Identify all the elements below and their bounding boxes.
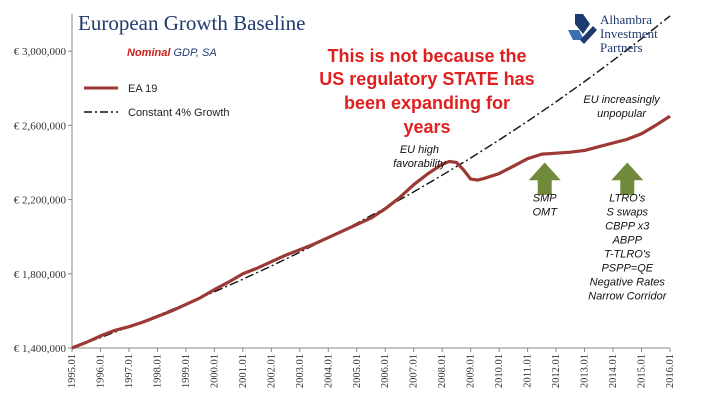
series-line-ea-19 — [71, 114, 671, 350]
annotation-line: favorability — [393, 158, 447, 170]
x-tick-label: 2014.01 — [608, 354, 619, 388]
x-tick-label: 2001.01 — [238, 354, 249, 388]
annotation-line: PSPP=QE — [601, 262, 653, 274]
x-tick-label: 2012.01 — [551, 354, 562, 388]
annotation-line: EU increasingly — [583, 94, 661, 106]
x-tick-label: 2015.01 — [637, 354, 648, 388]
subtitle-emph: Nominal — [127, 47, 171, 59]
annotation-text: SMP OMT — [532, 192, 558, 218]
x-tick-label: 1999.01 — [181, 354, 192, 388]
x-tick-label: 2003.01 — [295, 354, 306, 388]
tick-labels: € 1,400,000 € 1,800,000 € 2,200,000 € 2,600… — [14, 46, 676, 388]
x-tick-label: 2006.01 — [380, 354, 391, 388]
annotation-text: LTRO's S swaps CBPP x3 ABPP T-TLRO's PSPP=QE N… — [588, 192, 668, 302]
series-lines — [71, 15, 671, 350]
logo-emblem-icon — [575, 14, 590, 34]
up-arrow-icon — [611, 162, 644, 195]
x-tick-label: 2004.01 — [323, 354, 334, 388]
legend-label-ea19: EA 19 — [128, 83, 157, 95]
headline-line: been expanding for — [344, 93, 510, 113]
up-arrow-icon — [528, 162, 561, 195]
x-tick-label: 2010.01 — [494, 354, 505, 388]
subtitle-rest: GDP, SA — [170, 47, 216, 59]
y-tick-label: € 3,000,000 — [14, 46, 67, 58]
logo-text-line: Alhambra — [600, 12, 652, 27]
axes — [68, 14, 671, 352]
headline-line: US regulatory STATE has — [319, 69, 534, 89]
logo-text-line: Partners — [600, 40, 643, 55]
legend-label-constant: Constant 4% Growth — [128, 107, 230, 119]
y-tick-label: € 2,600,000 — [14, 120, 67, 132]
x-tick-label: 2009.01 — [466, 354, 477, 388]
annotation-line: S swaps — [606, 206, 648, 218]
x-tick-label: 2007.01 — [409, 354, 420, 388]
x-tick-label: 2000.01 — [209, 354, 220, 388]
annotations: EU high favorability EU increasingly unpopu… — [393, 94, 668, 302]
x-tick-label: 2008.01 — [437, 354, 448, 388]
y-tick-label: € 2,200,000 — [14, 195, 67, 207]
headline-line: years — [403, 117, 450, 137]
annotation-line: T-TLRO's — [604, 248, 651, 260]
logo-emblem-accent-icon — [568, 30, 584, 40]
annotation-line: OMT — [532, 206, 558, 218]
y-tick-label: € 1,800,000 — [14, 269, 67, 281]
legend: EA 19 Constant 4% Growth — [84, 83, 230, 119]
x-tick-label: 1996.01 — [95, 354, 106, 388]
chart-subtitle: Nominal GDP, SA — [127, 47, 217, 59]
chart-title: European Growth Baseline — [78, 11, 305, 35]
annotation-line: ABPP — [612, 234, 643, 246]
annotation-line: LTRO's — [609, 192, 646, 204]
annotation-line: SMP — [533, 192, 558, 204]
logo-emblem-base-icon — [580, 26, 597, 44]
x-tick-label: 2016.01 — [665, 354, 676, 388]
alhambra-logo: Alhambra Investment Partners — [568, 12, 658, 55]
x-tick-label: 1997.01 — [124, 354, 135, 388]
x-tick-label: 2011.01 — [523, 354, 534, 388]
annotation-line: Narrow Corridor — [588, 290, 668, 302]
x-tick-label: 2005.01 — [352, 354, 363, 388]
x-tick-label: 1995.01 — [67, 354, 78, 388]
annotation-text: EU high favorability — [393, 144, 447, 170]
headline: This is not because the US regulatory ST… — [319, 46, 534, 137]
annotation-text: EU increasingly unpopular — [583, 94, 661, 120]
annotation-line: unpopular — [597, 108, 647, 120]
logo-text-line: Investment — [600, 26, 658, 41]
annotation-line: CBPP x3 — [605, 220, 650, 232]
y-tick-label: € 1,400,000 — [14, 343, 67, 355]
x-tick-label: 2002.01 — [266, 354, 277, 388]
annotation-line: Negative Rates — [590, 276, 666, 288]
x-tick-label: 2013.01 — [580, 354, 591, 388]
headline-line: This is not because the — [327, 46, 526, 66]
x-tick-label: 1998.01 — [152, 354, 163, 388]
annotation-line: EU high — [400, 144, 439, 156]
